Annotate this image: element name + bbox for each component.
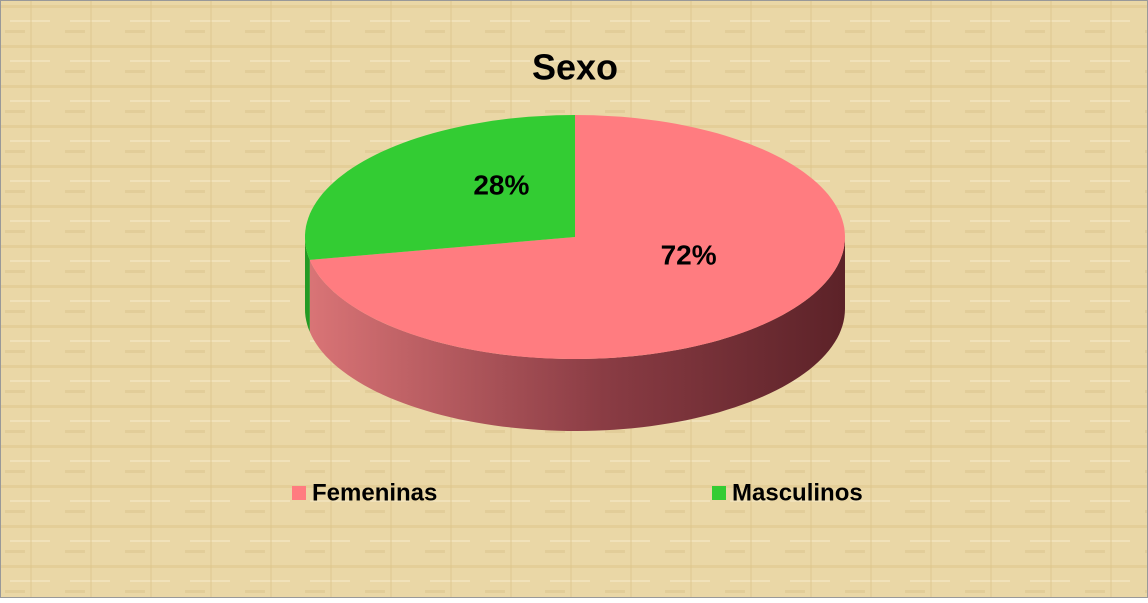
legend-label: Masculinos	[732, 479, 863, 506]
data-label: 72%	[661, 239, 717, 270]
legend-label: Femeninas	[312, 479, 437, 506]
legend: Femeninas Masculinos	[292, 479, 863, 506]
legend-swatch	[712, 486, 726, 500]
legend-swatch	[292, 486, 306, 500]
pie: 72% 28%	[305, 115, 845, 431]
pie-slice	[309, 115, 845, 359]
pie-slice	[305, 115, 575, 260]
data-label: 28%	[473, 169, 529, 200]
chart-title: Sexo	[532, 47, 618, 88]
pie-side	[309, 237, 845, 431]
pie-side	[305, 237, 310, 332]
